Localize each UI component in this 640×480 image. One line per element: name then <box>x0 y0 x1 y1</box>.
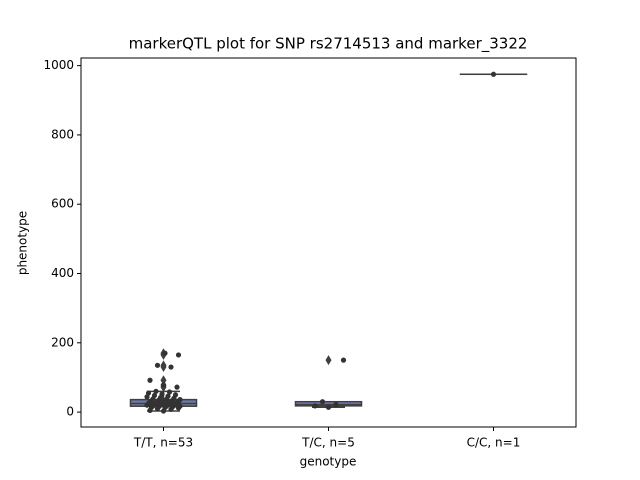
point <box>154 362 161 368</box>
outlier <box>160 360 167 371</box>
x-tick-label: T/T, n=53 <box>133 436 193 450</box>
outlier <box>325 355 332 366</box>
y-tick-label: 800 <box>51 127 74 141</box>
point <box>145 390 152 396</box>
outlier <box>160 375 167 386</box>
point <box>147 377 153 383</box>
point <box>325 404 332 410</box>
point <box>175 352 182 358</box>
plot-frame <box>80 57 577 428</box>
y-axis-label: phenotype <box>16 211 30 275</box>
point <box>340 357 347 363</box>
point <box>159 391 165 397</box>
point <box>153 388 159 394</box>
point <box>177 403 183 409</box>
point <box>160 382 167 388</box>
x-tick-label: T/C, n=5 <box>301 436 355 450</box>
point <box>168 364 174 370</box>
point <box>148 399 155 405</box>
y-tick-label: 0 <box>66 405 74 419</box>
y-tick-label: 600 <box>51 197 74 211</box>
point <box>174 384 180 390</box>
point <box>490 71 497 77</box>
x-axis-label: genotype <box>300 455 357 469</box>
point <box>172 392 179 398</box>
y-tick-label: 1000 <box>43 58 74 72</box>
point <box>312 403 318 409</box>
point <box>166 389 173 395</box>
point <box>177 397 183 403</box>
point <box>162 350 168 356</box>
y-tick-label: 200 <box>51 335 74 349</box>
chart-title: markerQTL plot for SNP rs2714513 and mar… <box>129 35 528 54</box>
point <box>333 401 339 408</box>
y-tick-label: 400 <box>51 266 74 280</box>
x-tick-label: C/C, n=1 <box>467 436 521 450</box>
point <box>151 392 158 399</box>
point <box>319 399 326 405</box>
point <box>165 393 171 399</box>
